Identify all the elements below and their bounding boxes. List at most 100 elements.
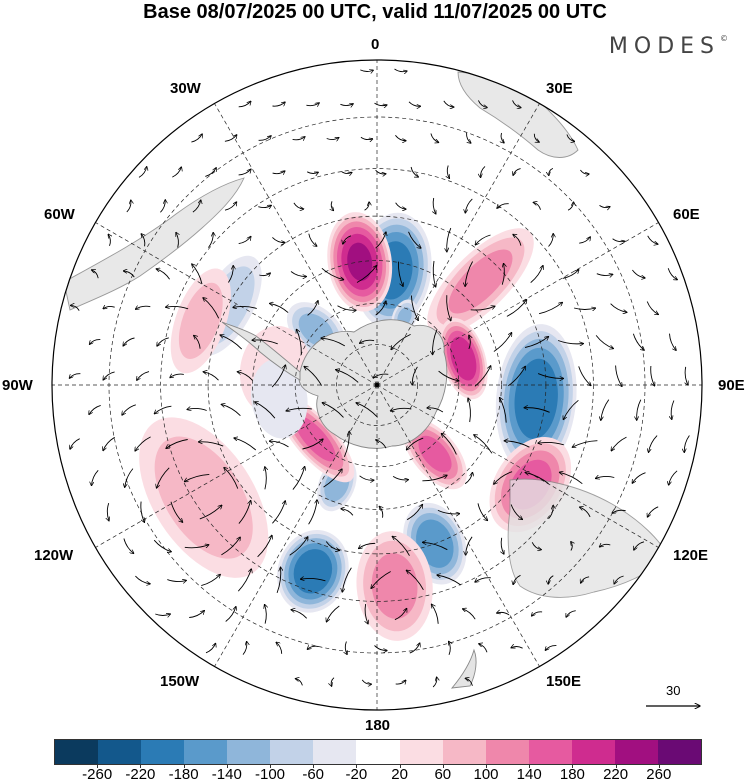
wind-arrow (538, 442, 564, 446)
wind-arrow (537, 373, 564, 379)
wind-arrow (140, 501, 145, 523)
colorbar-tick (356, 764, 358, 768)
wind-arrow (469, 335, 471, 350)
wind-arrow (632, 472, 646, 484)
wind-arrow (392, 476, 408, 479)
wind-arrow (373, 374, 389, 378)
wind-arrow (259, 273, 270, 276)
wind-arrow (293, 202, 304, 209)
colorbar-cell (141, 740, 185, 764)
wind-arrow (422, 475, 447, 482)
wind-arrow (184, 545, 209, 549)
wind-arrow (497, 612, 510, 616)
wind-arrow (375, 169, 386, 174)
wind-arrow (238, 236, 251, 245)
wind-arrow (271, 365, 285, 388)
colorbar-tick-label: -140 (211, 766, 242, 783)
wind-arrow (289, 537, 308, 556)
wind-arrow (307, 301, 318, 316)
lon-label-150w: 150W (160, 673, 200, 690)
lon-label-180: 180 (365, 717, 391, 734)
anomaly-contour (418, 435, 452, 473)
wind-arrow (122, 404, 136, 415)
latitude-circle (336, 344, 418, 426)
meridian-line (376, 384, 540, 667)
wind-arrow (184, 473, 210, 481)
wind-arrow (361, 679, 371, 684)
wind-arrow (545, 645, 557, 651)
wind-arrow (408, 101, 421, 106)
wind-arrow (242, 641, 247, 655)
wind-arrow (123, 337, 135, 346)
wind-arrow (343, 431, 349, 457)
wind-arrow (466, 536, 473, 555)
wind-arrow (510, 504, 522, 520)
wind-arrow (237, 569, 251, 592)
wind-arrow (160, 200, 165, 213)
wind-arrow (257, 535, 272, 558)
wind-arrow (599, 205, 611, 207)
wind-arrow (172, 167, 181, 178)
wind-arrow (135, 436, 151, 451)
anomaly-contour (251, 358, 308, 439)
wind-arrow (441, 434, 457, 455)
wind-arrow (322, 403, 344, 418)
wind-arrow (474, 435, 493, 454)
wind-arrow (465, 198, 473, 213)
wind-arrow (566, 134, 575, 142)
wind-arrow (137, 371, 150, 381)
wind-arrow (234, 438, 257, 451)
wind-arrow (272, 237, 285, 242)
wind-arrow (573, 308, 596, 310)
wind-arrow (406, 437, 424, 450)
wind-arrow (599, 544, 611, 547)
wind-arrow (291, 610, 308, 619)
wind-arrow (571, 542, 573, 551)
wind-arrow (331, 201, 333, 210)
wind-arrow (224, 135, 237, 142)
wind-arrow (92, 469, 99, 485)
wind-arrow (371, 571, 391, 589)
colorbar-cell (571, 740, 615, 764)
vector-scale-label: 30 (666, 683, 681, 698)
wind-arrow (326, 605, 340, 622)
wind-arrow (341, 171, 352, 174)
wind-arrow (107, 502, 109, 521)
colorbar-cell (356, 740, 400, 764)
wind-arrow (220, 335, 243, 350)
brand-mark: © (720, 34, 728, 43)
map-title: Base 08/07/2025 00 UTC, valid 11/07/2025… (143, 1, 607, 23)
wind-arrow (596, 274, 613, 276)
wind-arrow (465, 261, 473, 287)
modes-logo: MODES© (609, 34, 728, 59)
colorbar-tick-label: 140 (516, 766, 542, 783)
wind-arrow (238, 101, 251, 108)
colorbar-tick (442, 764, 444, 768)
wind-arrow (321, 338, 346, 347)
wind-arrow (365, 604, 368, 624)
wind-arrow (203, 298, 220, 319)
wind-arrow (437, 575, 462, 586)
wind-arrow (566, 610, 576, 618)
wind-arrow (548, 575, 554, 585)
wind-arrow (392, 536, 410, 556)
wind-arrow (390, 408, 412, 411)
colorbar-cell (614, 740, 658, 764)
anomaly-contour (448, 249, 513, 314)
wind-arrow (228, 266, 233, 283)
antarctica-landmass (298, 319, 448, 449)
latitude-circle (160, 168, 594, 602)
wind-arrow (103, 371, 115, 380)
wind-arrow (155, 614, 170, 616)
wind-arrow (265, 467, 267, 490)
wind-arrow (300, 578, 326, 582)
wind-arrow (325, 541, 339, 551)
wind-arrow (321, 267, 344, 279)
wind-arrow (302, 439, 324, 450)
wind-arrow (123, 538, 134, 554)
wind-arrow (410, 166, 418, 177)
wind-vectors (69, 68, 690, 687)
wind-arrow (614, 575, 624, 584)
wind-arrow (501, 132, 504, 143)
wind-arrow (433, 260, 435, 287)
